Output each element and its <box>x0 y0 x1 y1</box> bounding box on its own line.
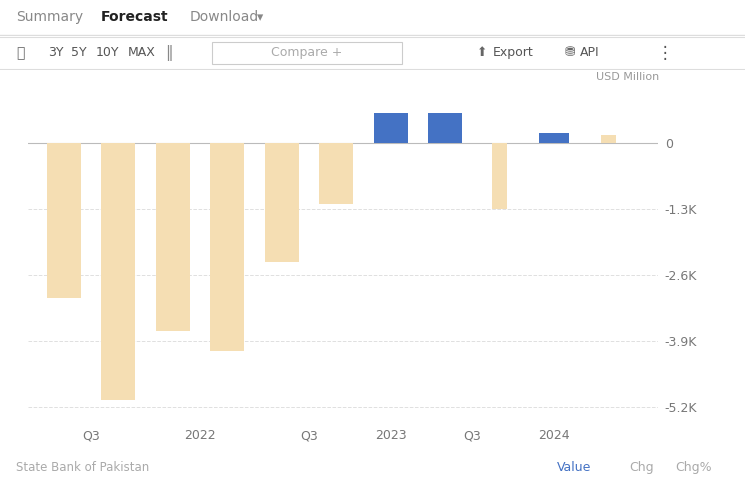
Text: ‖: ‖ <box>165 45 173 61</box>
Text: ⧆: ⧆ <box>16 46 25 60</box>
Text: ⋮: ⋮ <box>657 44 673 62</box>
Text: ▾: ▾ <box>257 11 263 24</box>
Text: USD Million: USD Million <box>596 72 659 83</box>
Text: API: API <box>580 46 599 60</box>
Text: Export: Export <box>493 46 534 60</box>
Bar <box>156 143 190 331</box>
Text: 5Y: 5Y <box>71 46 86 60</box>
Text: Compare +: Compare + <box>271 46 343 60</box>
Text: Summary: Summary <box>16 10 83 24</box>
Bar <box>210 143 244 352</box>
Text: ⛃: ⛃ <box>565 46 575 60</box>
Bar <box>601 136 616 143</box>
Bar <box>320 143 353 204</box>
Text: ⬆: ⬆ <box>477 46 487 60</box>
Text: 10Y: 10Y <box>95 46 119 60</box>
Text: State Bank of Pakistan: State Bank of Pakistan <box>16 461 150 474</box>
Bar <box>101 143 135 400</box>
Bar <box>492 143 507 209</box>
Bar <box>374 99 408 143</box>
Text: Forecast: Forecast <box>101 10 168 24</box>
Text: 3Y: 3Y <box>48 46 64 60</box>
Text: MAX: MAX <box>128 46 156 60</box>
Bar <box>428 83 462 143</box>
Bar <box>265 143 299 262</box>
Bar <box>539 133 569 143</box>
FancyBboxPatch shape <box>212 42 402 64</box>
Text: Chg: Chg <box>629 461 653 474</box>
Bar <box>47 143 80 298</box>
Text: Value: Value <box>557 461 592 474</box>
Text: Chg%: Chg% <box>675 461 711 474</box>
Text: Download: Download <box>190 10 259 24</box>
